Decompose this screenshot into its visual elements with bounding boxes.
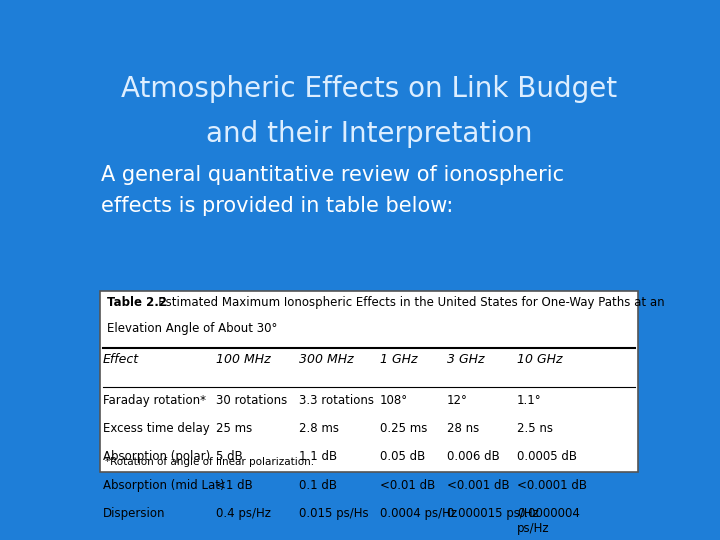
Text: *Rotation of angle of linear polarization.: *Rotation of angle of linear polarizatio… <box>104 457 314 467</box>
Text: 2.5 ns: 2.5 ns <box>517 422 553 435</box>
Text: 1 GHz: 1 GHz <box>379 353 418 366</box>
Text: 25 ms: 25 ms <box>216 422 252 435</box>
Text: 1.1°: 1.1° <box>517 394 541 407</box>
Text: 0.0005 dB: 0.0005 dB <box>517 450 577 463</box>
Text: 100 MHz: 100 MHz <box>216 353 270 366</box>
Text: 3 GHz: 3 GHz <box>447 353 485 366</box>
Text: 28 ns: 28 ns <box>447 422 480 435</box>
Text: Effect: Effect <box>103 353 139 366</box>
Text: effects is provided in table below:: effects is provided in table below: <box>101 196 454 216</box>
FancyBboxPatch shape <box>100 292 638 472</box>
Text: 30 rotations: 30 rotations <box>216 394 287 407</box>
Text: Excess time delay: Excess time delay <box>103 422 210 435</box>
Text: and their Interpretation: and their Interpretation <box>206 120 532 147</box>
Text: 2.8 ms: 2.8 ms <box>299 422 339 435</box>
Text: 0.000015 ps/Hz: 0.000015 ps/Hz <box>447 507 539 520</box>
Text: Table 2.2: Table 2.2 <box>107 296 167 309</box>
Text: Absorption (mid Lat): Absorption (mid Lat) <box>103 478 225 491</box>
Text: 0.0004 ps/Hz: 0.0004 ps/Hz <box>379 507 457 520</box>
Text: Absorption (polar): Absorption (polar) <box>103 450 210 463</box>
Text: <0.001 dB: <0.001 dB <box>447 478 510 491</box>
Text: Faraday rotation*: Faraday rotation* <box>103 394 206 407</box>
Text: 5 dB: 5 dB <box>216 450 243 463</box>
Text: 0.015 ps/Hs: 0.015 ps/Hs <box>299 507 369 520</box>
Text: 0.0000004
ps/Hz: 0.0000004 ps/Hz <box>517 507 580 535</box>
Text: 3.3 rotations: 3.3 rotations <box>299 394 374 407</box>
Text: 10 GHz: 10 GHz <box>517 353 562 366</box>
Text: 108°: 108° <box>379 394 408 407</box>
Text: 12°: 12° <box>447 394 468 407</box>
Text: Estimated Maximum Ionospheric Effects in the United States for One-Way Paths at : Estimated Maximum Ionospheric Effects in… <box>147 296 665 309</box>
Text: A general quantitative review of ionospheric: A general quantitative review of ionosph… <box>101 165 564 185</box>
Text: 0.1 dB: 0.1 dB <box>299 478 337 491</box>
Text: 0.25 ms: 0.25 ms <box>379 422 427 435</box>
Text: 300 MHz: 300 MHz <box>299 353 354 366</box>
Text: <0.01 dB: <0.01 dB <box>379 478 435 491</box>
Text: 0.006 dB: 0.006 dB <box>447 450 500 463</box>
Text: Atmospheric Effects on Link Budget: Atmospheric Effects on Link Budget <box>121 75 617 103</box>
Text: <1 dB: <1 dB <box>216 478 253 491</box>
Text: 1.1 dB: 1.1 dB <box>299 450 337 463</box>
Text: 0.05 dB: 0.05 dB <box>379 450 425 463</box>
Text: Dispersion: Dispersion <box>103 507 165 520</box>
Text: <0.0001 dB: <0.0001 dB <box>517 478 587 491</box>
Text: 0.4 ps/Hz: 0.4 ps/Hz <box>216 507 271 520</box>
Text: Elevation Angle of About 30°: Elevation Angle of About 30° <box>107 322 277 335</box>
